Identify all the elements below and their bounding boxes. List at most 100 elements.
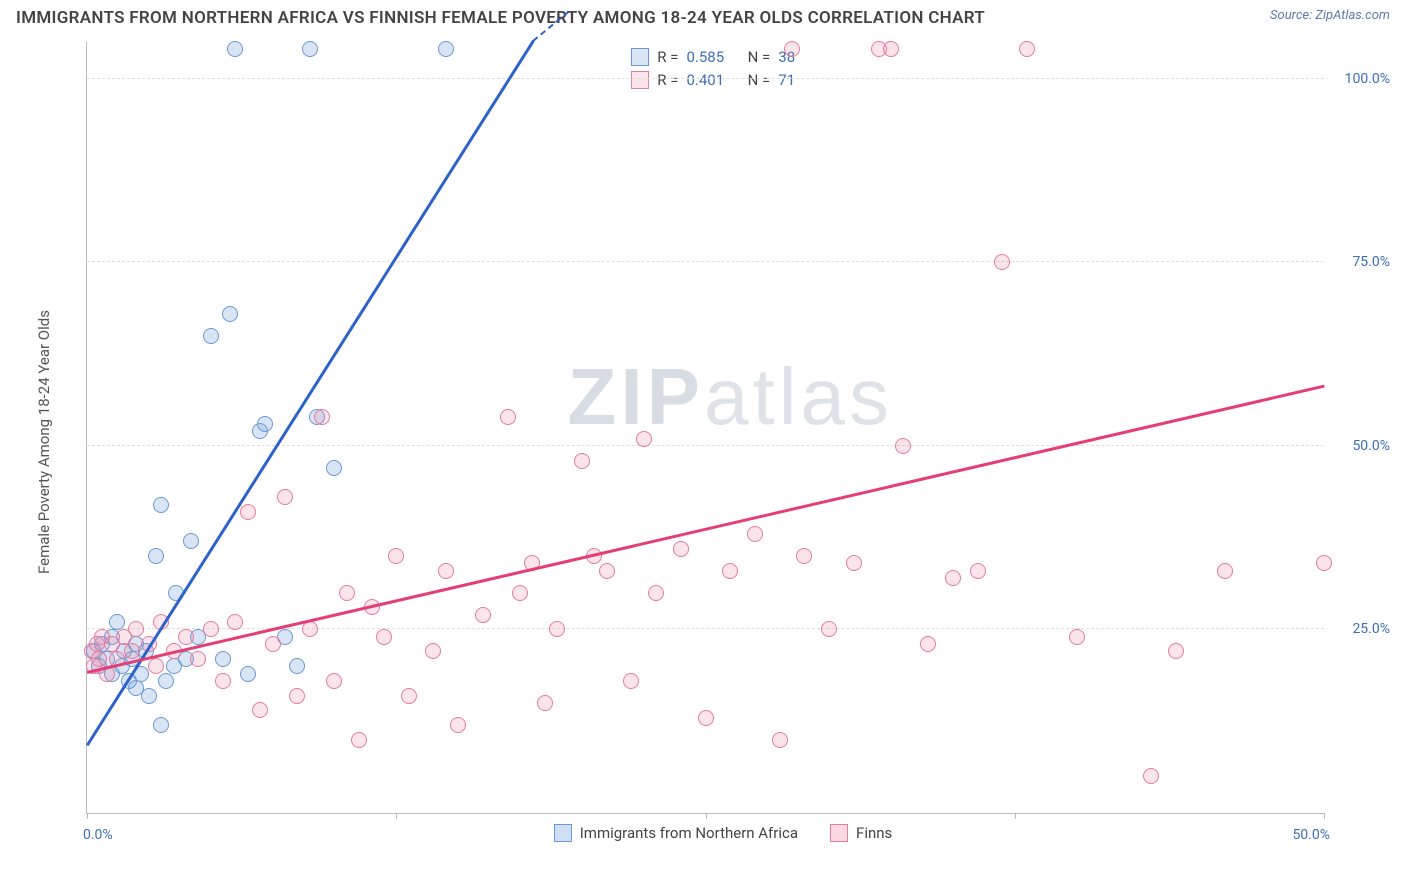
scatter-point (215, 651, 231, 667)
scatter-point (376, 629, 392, 645)
scatter-point (227, 41, 243, 57)
scatter-point (772, 732, 788, 748)
scatter-point (698, 710, 714, 726)
scatter-point (153, 717, 169, 733)
legend-item-1: Finns (830, 824, 892, 842)
scatter-point (512, 585, 528, 601)
gridline-h (87, 261, 1324, 262)
scatter-point (1168, 643, 1184, 659)
scatter-point (796, 548, 812, 564)
scatter-point (1316, 555, 1332, 571)
scatter-point (183, 533, 199, 549)
gridline-h (87, 78, 1324, 79)
scatter-point (124, 643, 140, 659)
scatter-point (128, 621, 144, 637)
scatter-point (240, 666, 256, 682)
scatter-point (784, 41, 800, 57)
gridline-h (87, 445, 1324, 446)
scatter-point (747, 526, 763, 542)
scatter-point (215, 673, 231, 689)
scatter-point (289, 688, 305, 704)
scatter-point (158, 673, 174, 689)
scatter-point (599, 563, 615, 579)
y-tick-label: 25.0% (1330, 621, 1390, 637)
scatter-point (240, 504, 256, 520)
plot-area: ZIPatlas R = 0.585 N = 38 R = 0.401 N = … (86, 42, 1324, 814)
scatter-point (1143, 768, 1159, 784)
legend-bottom: Immigrants from Northern Africa Finns (50, 824, 1396, 842)
watermark: ZIPatlas (568, 351, 893, 443)
scatter-point (109, 614, 125, 630)
scatter-point (970, 563, 986, 579)
scatter-point (265, 636, 281, 652)
scatter-point (302, 621, 318, 637)
scatter-point (1069, 629, 1085, 645)
scatter-point (190, 651, 206, 667)
scatter-point (203, 328, 219, 344)
scatter-point (1217, 563, 1233, 579)
scatter-point (623, 673, 639, 689)
scatter-point (945, 570, 961, 586)
trend-line (86, 40, 535, 746)
scatter-point (648, 585, 664, 601)
legend-item-0: Immigrants from Northern Africa (554, 824, 798, 842)
scatter-point (846, 555, 862, 571)
scatter-point (351, 732, 367, 748)
scatter-point (574, 453, 590, 469)
scatter-point (277, 489, 293, 505)
scatter-point (425, 643, 441, 659)
scatter-point (257, 416, 273, 432)
scatter-point (673, 541, 689, 557)
scatter-point (475, 607, 491, 623)
chart-title: IMMIGRANTS FROM NORTHERN AFRICA VS FINNI… (16, 8, 985, 28)
scatter-point (883, 41, 899, 57)
scatter-point (1019, 41, 1035, 57)
scatter-point (500, 409, 516, 425)
scatter-point (895, 438, 911, 454)
scatter-point (148, 548, 164, 564)
stats-row-series-1: R = 0.401 N = 71 (631, 69, 795, 92)
scatter-point (252, 702, 268, 718)
stats-row-series-0: R = 0.585 N = 38 (631, 46, 795, 69)
stats-legend: R = 0.585 N = 38 R = 0.401 N = 71 (631, 46, 795, 91)
scatter-point (148, 658, 164, 674)
scatter-point (821, 621, 837, 637)
y-tick-label: 50.0% (1330, 438, 1390, 454)
scatter-point (326, 673, 342, 689)
scatter-point (537, 695, 553, 711)
source-label: Source: ZipAtlas.com (1270, 8, 1390, 23)
x-tick (1015, 813, 1016, 819)
legend-label-1: Finns (856, 824, 892, 842)
scatter-point (141, 688, 157, 704)
scatter-point (549, 621, 565, 637)
scatter-point (326, 460, 342, 476)
scatter-point (450, 717, 466, 733)
scatter-point (438, 563, 454, 579)
y-tick-label: 75.0% (1330, 254, 1390, 270)
y-tick-label: 100.0% (1330, 71, 1390, 87)
scatter-point (920, 636, 936, 652)
legend-label-0: Immigrants from Northern Africa (580, 824, 798, 842)
swatch-legend-1 (830, 824, 848, 842)
scatter-point (339, 585, 355, 601)
x-tick (87, 813, 88, 819)
trend-line (87, 385, 1325, 674)
scatter-point (153, 497, 169, 513)
swatch-series-1 (631, 71, 649, 89)
scatter-point (178, 629, 194, 645)
scatter-point (636, 431, 652, 447)
scatter-point (203, 621, 219, 637)
y-axis-label: Female Poverty Among 18-24 Year Olds (35, 310, 53, 574)
scatter-point (289, 658, 305, 674)
x-tick (396, 813, 397, 819)
chart-container: Female Poverty Among 18-24 Year Olds ZIP… (50, 42, 1396, 842)
scatter-point (314, 409, 330, 425)
x-tick (706, 813, 707, 819)
scatter-point (722, 563, 738, 579)
x-tick (1324, 813, 1325, 819)
scatter-point (388, 548, 404, 564)
swatch-legend-0 (554, 824, 572, 842)
scatter-point (91, 651, 107, 667)
scatter-point (401, 688, 417, 704)
scatter-point (438, 41, 454, 57)
